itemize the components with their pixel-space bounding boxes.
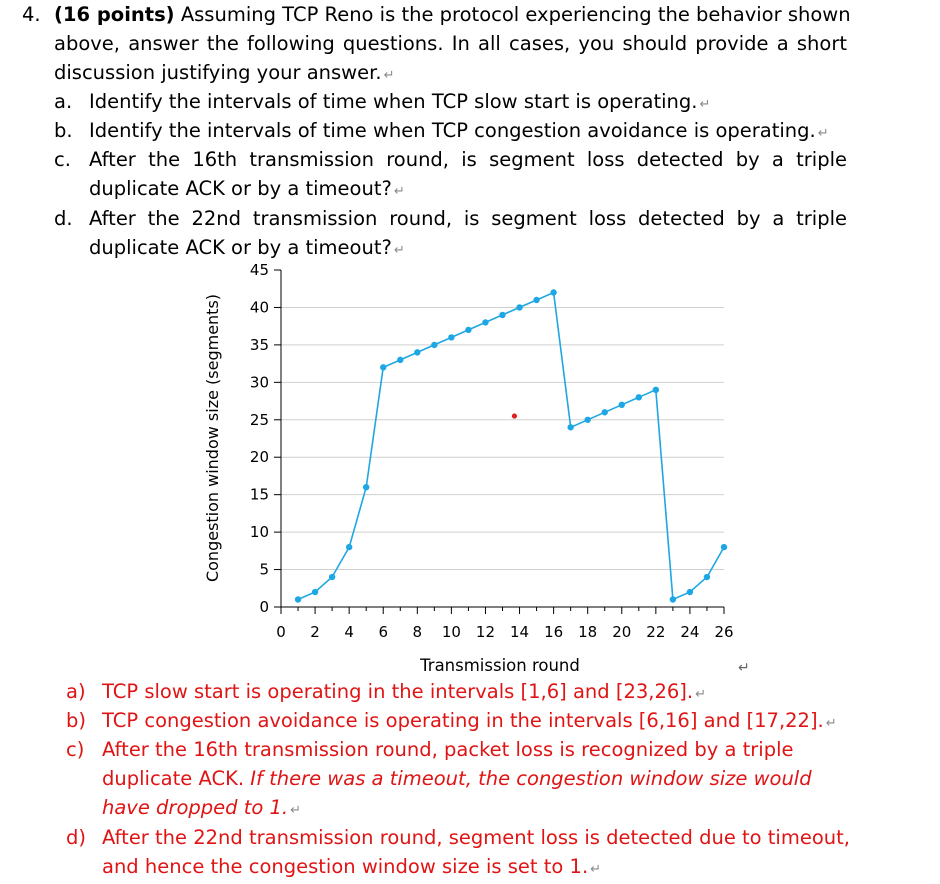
y-tick-label-20: 20 <box>250 448 269 466</box>
y-tick-label-5: 5 <box>259 561 269 579</box>
x-tick-label-20: 20 <box>612 623 631 641</box>
question-number: 4. <box>22 3 41 26</box>
data-point-round-18 <box>584 416 591 423</box>
part-a-letter: a. <box>54 90 73 113</box>
series-line <box>297 291 725 601</box>
data-point-round-10 <box>448 334 455 341</box>
part-d-text-line-1: After the 22nd transmission round, is se… <box>89 207 847 230</box>
x-tick-label-14: 14 <box>510 623 529 641</box>
stray-marker <box>511 413 518 419</box>
return-mark: ↵ <box>383 68 395 83</box>
data-point-round-13 <box>499 311 506 319</box>
answer-b-letter: b) <box>66 709 86 732</box>
x-tick-label-6: 6 <box>378 623 388 641</box>
chart-return-mark: ↵ <box>738 660 750 676</box>
data-point-round-3 <box>328 573 336 581</box>
part-c-text-line-1: After the 16th transmission round, is se… <box>89 148 847 171</box>
answer-c-letter: c) <box>66 738 85 761</box>
answer-c-text-line-3: have dropped to 1. ↵ <box>102 796 301 819</box>
answer-d-letter: d) <box>66 826 86 849</box>
question-intro-line-2: above, answer the following questions. I… <box>54 32 847 55</box>
question-intro-line-3: discussion justifying your answer. ↵ <box>54 61 395 84</box>
answer-a-text: TCP slow start is operating in the inter… <box>102 680 706 703</box>
data-point-round-17 <box>567 424 574 431</box>
x-tick-label-12: 12 <box>476 623 495 641</box>
part-b-letter: b. <box>54 119 73 142</box>
data-point-round-1 <box>294 596 302 603</box>
x-axis-label: Transmission round <box>419 656 580 675</box>
x-tick-label-24: 24 <box>680 623 699 641</box>
x-tick-label-0: 0 <box>276 623 286 641</box>
data-point-round-11 <box>465 326 472 334</box>
chart-grid <box>281 306 724 571</box>
x-tick-label-22: 22 <box>646 623 665 641</box>
data-point-round-15 <box>533 296 540 304</box>
data-point-round-22 <box>652 386 660 394</box>
data-point-round-21 <box>635 394 643 401</box>
question-intro-text: Assuming TCP Reno is the protocol experi… <box>180 3 851 26</box>
data-point-round-20 <box>618 401 625 408</box>
y-tick-label-30: 30 <box>250 373 269 391</box>
data-point-round-16 <box>550 289 557 296</box>
answer-b-text: TCP congestion avoidance is operating in… <box>102 709 837 732</box>
chart-axes <box>274 269 725 614</box>
x-tick-labels: 0 2 4 6 8 10 12 14 16 18 20 22 24 26 <box>276 623 733 641</box>
data-point-round-8 <box>414 349 421 356</box>
data-point-round-26 <box>720 543 728 551</box>
part-b-text: Identify the intervals of time when TCP … <box>89 119 829 142</box>
data-point-round-23 <box>669 596 677 603</box>
data-point-round-4 <box>345 543 353 551</box>
x-tick-label-8: 8 <box>413 623 423 641</box>
answer-d-text-line-1: After the 22nd transmission round, segme… <box>102 826 850 849</box>
data-point-round-6 <box>380 364 387 371</box>
data-point-round-9 <box>431 341 438 349</box>
answer-c-text-line-1: After the 16th transmission round, packe… <box>102 738 794 761</box>
x-tick-label-2: 2 <box>310 623 320 641</box>
data-point-round-25 <box>703 573 711 581</box>
question-intro-line-1: (16 points) Assuming TCP Reno is the pro… <box>54 0 851 29</box>
data-point-round-2 <box>311 588 319 596</box>
data-point-round-5 <box>362 483 370 491</box>
answer-a-letter: a) <box>66 680 86 703</box>
answer-c-text-line-2: duplicate ACK. If there was a timeout, t… <box>102 767 812 790</box>
y-axis-label: Congestion window size (segments) <box>203 294 222 582</box>
y-tick-label-15: 15 <box>250 486 269 504</box>
part-d-text-line-2: duplicate ACK or by a timeout? ↵ <box>89 236 405 259</box>
x-tick-label-26: 26 <box>714 623 733 641</box>
y-tick-label-10: 10 <box>250 523 269 541</box>
data-point-round-19 <box>601 409 608 416</box>
x-tick-label-18: 18 <box>578 623 597 641</box>
part-c-letter: c. <box>54 148 71 171</box>
x-tick-label-4: 4 <box>344 623 354 641</box>
part-c-text-line-2: duplicate ACK or by a timeout? ↵ <box>89 177 405 200</box>
y-tick-label-25: 25 <box>250 411 269 429</box>
y-tick-labels: 0 5 10 15 20 25 30 35 40 45 <box>250 261 269 616</box>
data-point-round-24 <box>686 588 694 596</box>
data-point-round-7 <box>397 356 404 364</box>
part-d-letter: d. <box>54 207 73 230</box>
y-tick-label-40: 40 <box>250 298 269 316</box>
answer-d-text-line-2: and hence the congestion window size is … <box>102 855 602 878</box>
y-tick-label-45: 45 <box>250 261 269 279</box>
y-tick-label-35: 35 <box>250 336 269 354</box>
data-point-round-12 <box>482 319 489 326</box>
x-tick-label-16: 16 <box>544 623 563 641</box>
data-point-round-14 <box>516 304 523 311</box>
x-tick-label-10: 10 <box>442 623 461 641</box>
y-tick-label-0: 0 <box>259 598 269 616</box>
series-points <box>294 289 728 603</box>
part-a-text: Identify the intervals of time when TCP … <box>89 90 711 113</box>
question-points: (16 points) <box>54 3 175 26</box>
